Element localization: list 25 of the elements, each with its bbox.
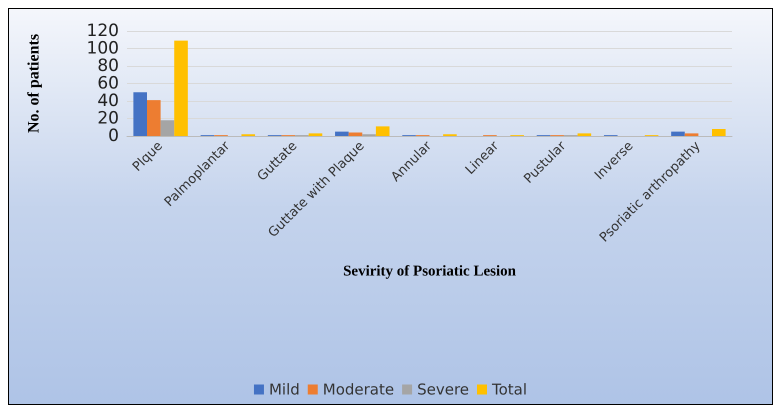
bar [174, 40, 188, 136]
bar [712, 129, 726, 136]
bar [335, 132, 349, 136]
x-axis-title: Sevirity of Psoriatic Lesion [343, 264, 517, 280]
bar [684, 133, 698, 136]
bar [578, 133, 592, 136]
bar [308, 133, 322, 136]
bar [376, 126, 390, 136]
legend-label: Total [491, 380, 528, 398]
bar [133, 92, 147, 136]
y-tick-label: 20 [97, 108, 119, 128]
y-tick-label: 60 [97, 74, 119, 94]
y-tick-label: 0 [108, 126, 119, 146]
bar [147, 100, 161, 136]
bar [348, 132, 362, 136]
y-axis-title: No. of patients [26, 34, 42, 134]
legend-label: Moderate [322, 380, 394, 398]
y-tick-label: 120 [86, 21, 119, 41]
y-tick-label: 80 [97, 56, 119, 76]
y-tick-label: 40 [97, 91, 119, 111]
legend-label: Mild [268, 380, 300, 398]
bar [671, 132, 685, 136]
bar [160, 120, 174, 136]
y-tick-label: 100 [86, 38, 119, 58]
legend-label: Severe [417, 380, 470, 398]
